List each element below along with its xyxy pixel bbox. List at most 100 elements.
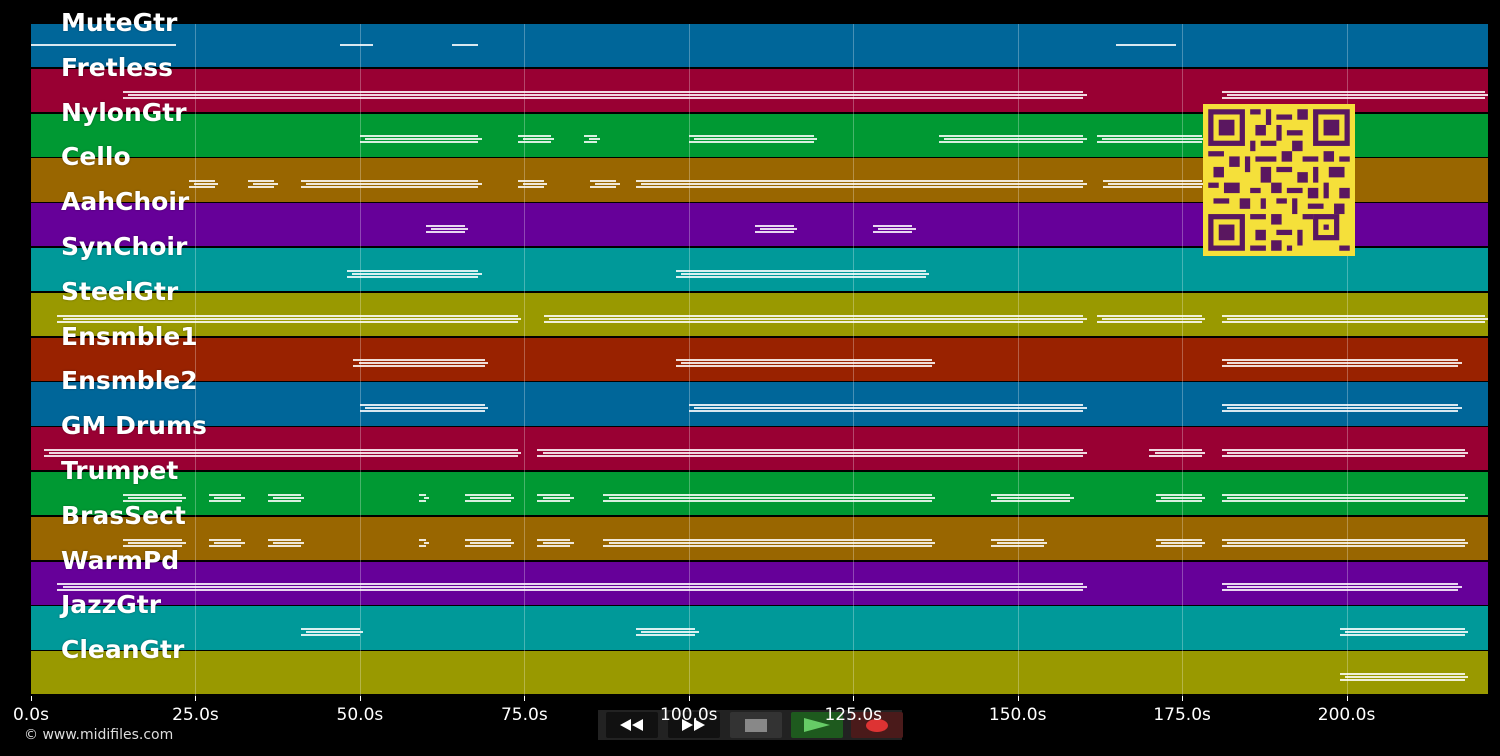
axis-tick: [195, 696, 197, 701]
note-segment: [517, 141, 551, 144]
note-segment: [359, 141, 479, 144]
record-button[interactable]: [851, 712, 903, 738]
note-segment: [603, 493, 933, 496]
note-segment: [636, 186, 1084, 189]
track-lane[interactable]: [31, 292, 1488, 337]
note-segment: [542, 541, 574, 544]
fast-forward-button[interactable]: [668, 712, 720, 738]
note-segment: [1226, 407, 1462, 410]
note-segment: [938, 141, 1084, 144]
note-segment: [1161, 496, 1206, 499]
note-segment: [31, 44, 176, 46]
note-segment: [938, 135, 1084, 138]
note-segment: [267, 499, 301, 502]
track-lane[interactable]: [31, 561, 1488, 605]
note-segment: [1155, 493, 1202, 496]
note-segment: [537, 454, 1084, 457]
note-segment: [608, 541, 936, 544]
note-segment: [44, 454, 518, 457]
axis-tick: [31, 696, 32, 701]
track-label: BrasSect: [61, 500, 186, 530]
note-segment: [537, 499, 571, 502]
note-segment: [424, 541, 429, 544]
note-segment: [365, 407, 489, 410]
note-segment: [590, 186, 617, 189]
axis-tick: [1346, 696, 1348, 701]
grid-line: [688, 24, 690, 696]
note-segment: [991, 493, 1071, 496]
note-segment: [188, 180, 216, 183]
note-segment: [1226, 541, 1469, 544]
axis-tick: [1017, 696, 1019, 701]
note-segment: [544, 314, 1084, 317]
track-label: MuteGtr: [61, 8, 178, 37]
note-segment: [470, 496, 515, 499]
note-segment: [517, 186, 545, 189]
grid-line: [853, 24, 855, 696]
note-segment: [590, 180, 617, 183]
axis-tick: [688, 696, 690, 701]
note-segment: [1103, 186, 1202, 189]
note-segment: [49, 451, 521, 454]
note-segment: [465, 493, 512, 496]
track-lane[interactable]: [31, 516, 1488, 561]
track-lane[interactable]: [31, 606, 1488, 650]
note-segment: [1339, 628, 1465, 631]
track-label: AahChoir: [61, 187, 190, 217]
note-segment: [544, 320, 1084, 323]
note-segment: [991, 544, 1044, 547]
note-segment: [603, 544, 933, 547]
note-segment: [1155, 544, 1202, 547]
note-segment: [44, 448, 518, 451]
track-label: CleanGtr: [61, 635, 185, 665]
note-segment: [1226, 93, 1488, 96]
note-segment: [1226, 317, 1488, 320]
stop-button[interactable]: [730, 712, 782, 738]
track-label: Trumpet: [61, 456, 179, 485]
track-lane[interactable]: [31, 382, 1488, 426]
note-segment: [542, 496, 574, 499]
note-segment: [208, 544, 242, 547]
note-segment: [537, 538, 571, 541]
note-segment: [57, 589, 1084, 592]
track-lane[interactable]: [31, 427, 1488, 471]
note-segment: [608, 496, 936, 499]
note-segment: [419, 493, 426, 496]
note-segment: [680, 362, 936, 365]
note-segment: [537, 448, 1084, 451]
note-segment: [549, 317, 1087, 320]
track-lane[interactable]: [31, 651, 1488, 695]
note-segment: [123, 90, 1084, 93]
note-segment: [1221, 90, 1485, 93]
note-segment: [346, 275, 479, 278]
fast-forward-icon: [682, 719, 705, 731]
note-segment: [208, 493, 242, 496]
note-segment: [188, 186, 216, 189]
note-segment: [1096, 141, 1202, 144]
note-segment: [754, 224, 795, 227]
track-lane[interactable]: [31, 337, 1488, 381]
note-segment: [267, 538, 301, 541]
note-segment: [1226, 586, 1462, 589]
note-segment: [359, 404, 485, 407]
note-segment: [1221, 359, 1459, 362]
note-segment: [1221, 365, 1459, 368]
note-segment: [1226, 496, 1469, 499]
note-segment: [688, 410, 1084, 413]
track-lane[interactable]: [31, 472, 1488, 516]
axis-tick-label: 100.0s: [660, 705, 718, 725]
note-segment: [128, 496, 186, 499]
track-label: Ensmble1: [61, 321, 198, 351]
note-segment: [253, 183, 278, 186]
rewind-button[interactable]: [606, 712, 658, 738]
note-segment: [641, 631, 699, 634]
note-segment: [1221, 538, 1465, 541]
note-segment: [1149, 454, 1202, 457]
rewind-icon: [620, 719, 643, 731]
play-button[interactable]: [791, 712, 843, 738]
track-lane[interactable]: [31, 24, 1488, 68]
note-segment: [583, 135, 597, 138]
note-segment: [537, 544, 571, 547]
note-segment: [1221, 454, 1465, 457]
axis-tick-label: 175.0s: [1153, 705, 1211, 725]
